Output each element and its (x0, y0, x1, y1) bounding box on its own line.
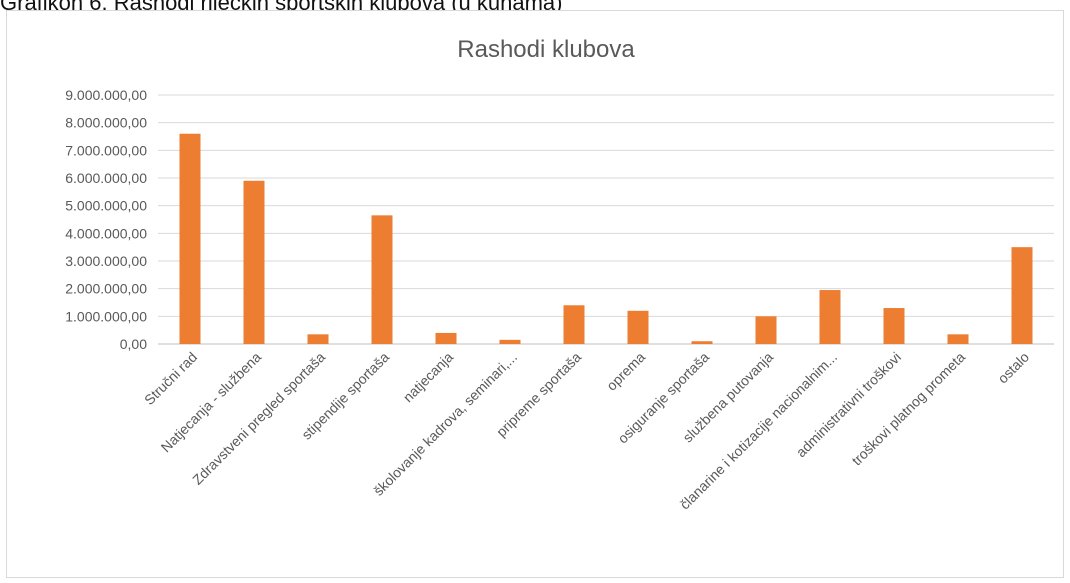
bar (883, 308, 905, 344)
x-category-label: oprema (603, 349, 648, 394)
bar (371, 215, 393, 344)
bar (499, 339, 521, 344)
bar (627, 310, 649, 344)
y-tick-label: 7.000.000,00 (65, 142, 147, 158)
bar (307, 334, 329, 344)
bar (435, 332, 457, 344)
bar (563, 305, 585, 344)
y-tick-label: 9.000.000,00 (65, 87, 147, 103)
x-category-label: Stručni rad (141, 349, 200, 408)
bar (755, 316, 777, 344)
gridlines (158, 94, 1054, 345)
x-category-label: troškovi platnog prometa (848, 349, 968, 469)
y-tick-label: 4.000.000,00 (65, 225, 147, 241)
y-tick-label: 3.000.000,00 (65, 253, 147, 269)
bar (947, 334, 969, 344)
bar (1011, 247, 1033, 344)
y-tick-label: 1.000.000,00 (65, 308, 147, 324)
x-category-label: natjecanja (400, 349, 457, 406)
chart-title: Rashodi klubova (457, 36, 635, 63)
y-tick-label: 6.000.000,00 (65, 170, 147, 186)
bars (179, 133, 1033, 344)
x-category-label: Zdravstveni pregled sportaša (189, 349, 328, 488)
bar (179, 133, 201, 344)
bar (691, 341, 713, 344)
y-tick-label: 0,00 (120, 336, 147, 352)
x-category-label: administrativni troškovi (793, 349, 904, 460)
y-tick-label: 5.000.000,00 (65, 198, 147, 214)
y-tick-label: 8.000.000,00 (65, 115, 147, 131)
y-axis-ticks: 0,00 1.000.000,00 2.000.000,00 3.000.000,00… (65, 87, 147, 352)
x-category-label: ostalo (994, 349, 1032, 387)
y-tick-label: 2.000.000,00 (65, 281, 147, 297)
bar (243, 180, 265, 344)
bar (819, 290, 841, 344)
